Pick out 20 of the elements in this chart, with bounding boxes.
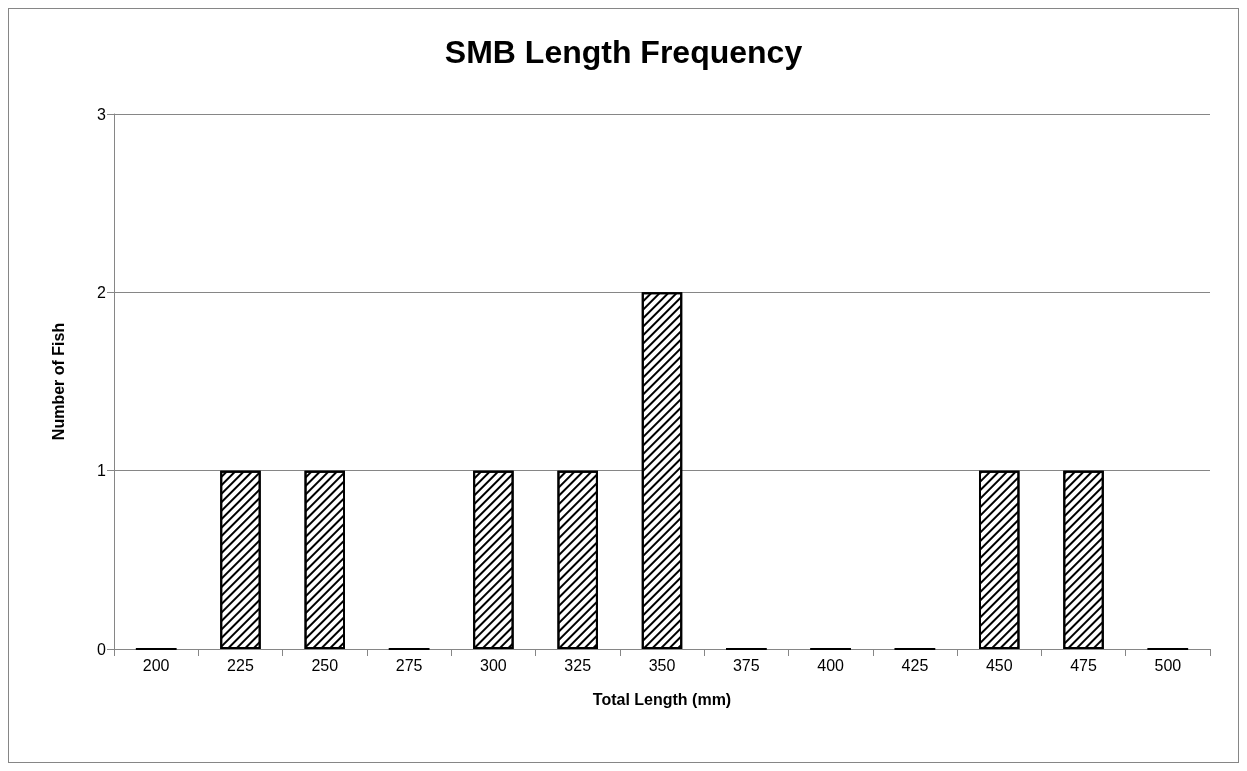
x-tick-label: 425 (901, 656, 929, 674)
x-tick-label: 250 (311, 656, 339, 674)
x-tick-label: 275 (395, 656, 423, 674)
y-tick-label: 1 (97, 462, 107, 480)
x-tick-label: 500 (1154, 656, 1182, 674)
y-tick-label: 0 (97, 640, 107, 658)
chart-title: SMB Length Frequency (444, 34, 803, 70)
x-tick-label: 325 (564, 656, 592, 674)
x-tick-label: 200 (142, 656, 170, 674)
x-tick-label: 350 (648, 656, 676, 674)
x-axis-title: Total Length (mm) (592, 690, 732, 708)
x-tick-label: 375 (732, 656, 760, 674)
y-axis-title: Number of Fish (49, 322, 67, 441)
x-tick-label: 400 (817, 656, 845, 674)
x-tick-label: 300 (480, 656, 507, 674)
x-tick-label: 450 (985, 656, 1013, 674)
x-tick-label: 475 (1070, 656, 1097, 674)
y-tick-label: 2 (97, 283, 107, 301)
y-tick-label: 3 (97, 105, 107, 123)
x-tick-label: 225 (227, 656, 254, 674)
